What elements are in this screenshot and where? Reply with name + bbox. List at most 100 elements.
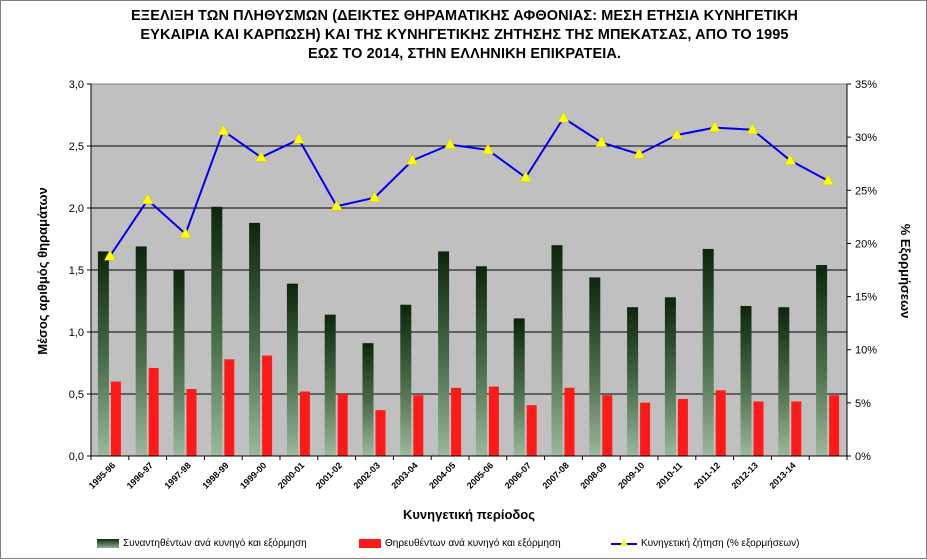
y-tick-label: 2,0 (69, 203, 84, 215)
x-tick-label: 2003-04 (389, 460, 419, 490)
chart-title-line-2: ΕΥΚΑΙΡΙΑ ΚΑΙ ΚΑΡΠΩΣΗ) ΚΑΙ ΤΗΣ ΚΥΝΗΓΕΤΙΚΗ… (140, 27, 789, 43)
marker-demand (368, 191, 381, 202)
bar-hunted (413, 395, 424, 456)
bar-hunted (186, 389, 197, 456)
x-tick-label: 1995-96 (87, 460, 117, 490)
marker-demand (141, 193, 154, 205)
bar-hunted (715, 390, 726, 456)
bar-hunted (375, 410, 386, 456)
bar-hunted (262, 355, 273, 456)
line-demand (109, 116, 829, 257)
marker-demand (330, 199, 343, 211)
legend-label-demand: Κυνηγετική ζήτηση (% εξορμήσεων) (641, 538, 800, 549)
x-tick-label: 2008-09 (578, 460, 608, 490)
bar-hunted (148, 367, 159, 456)
bar-encountered (97, 251, 109, 456)
x-tick-label: 2010-11 (654, 460, 684, 490)
x-tick-label: 2012-13 (729, 460, 759, 490)
x-tick-label: 2005-06 (465, 460, 495, 490)
y2-tick-label: 15% (855, 292, 877, 304)
chart-title-line-1: ΕΞΕΛΙΞΗ ΤΩΝ ΠΛΗΘΥΣΜΩΝ (ΔΕΙΚΤΕΣ ΘΗΡΑΜΑΤΙΚ… (131, 8, 798, 24)
x-tick-label: 2013-14 (767, 460, 797, 490)
bar-encountered (513, 318, 525, 456)
y-axis-label: Μέσος αριθμός θηραμάτων (35, 187, 50, 354)
x-tick-label: 2007-08 (540, 460, 570, 490)
marker-demand (670, 128, 683, 140)
bar-hunted (640, 402, 651, 456)
bar-encountered (362, 343, 374, 456)
x-tick-label: 2000-01 (276, 460, 306, 490)
marker-demand (481, 143, 494, 155)
x-tick-label: 2002-03 (351, 460, 381, 490)
bar-hunted (602, 395, 613, 456)
x-tick-label: 2001-02 (314, 460, 344, 490)
x-tick-label: 1998-99 (200, 460, 230, 490)
y-tick-label: 0,5 (69, 389, 84, 401)
y2-tick-label: 10% (855, 345, 877, 357)
bar-encountered (702, 248, 714, 456)
bar-encountered (627, 307, 639, 456)
bar-hunted (224, 359, 235, 456)
legend-item-encountered: Συναντηθέντων ανά κυνηγό και εξόρμηση (97, 538, 307, 549)
bar-encountered (324, 314, 336, 456)
marker-demand (746, 123, 759, 134)
bar-encountered (551, 245, 563, 456)
marker-demand (255, 150, 268, 162)
marker-demand (292, 132, 305, 144)
marker-demand (519, 171, 532, 182)
bar-encountered (135, 246, 147, 456)
x-tick-label: 1997-98 (162, 460, 192, 490)
bar-hunted (564, 387, 575, 456)
y-tick-label: 0,0 (69, 451, 84, 463)
bar-hunted (488, 386, 499, 456)
legend-swatch-demand (611, 539, 637, 548)
x-tick-label: 2004-05 (427, 460, 457, 490)
bar-hunted (337, 394, 348, 456)
bar-encountered (211, 206, 223, 456)
y-tick-label: 3,0 (69, 79, 84, 91)
bar-encountered (778, 307, 790, 456)
y-tick-label: 2,5 (69, 141, 84, 153)
x-axis-label: Κυνηγετική περίοδος (403, 507, 535, 522)
marker-demand (708, 121, 721, 132)
marker-demand (557, 111, 570, 123)
chart-title-line-3: ΕΩΣ ΤΟ 2014, ΣΤΗΝ ΕΛΛΗΝΙΚΗ ΕΠΙΚΡΑΤΕΙΑ. (307, 46, 622, 62)
legend-label-hunted: Θηρευθέντων ανά κυνηγό και εξόρμηση (385, 538, 561, 549)
bar-encountered (286, 283, 298, 456)
y2-tick-label: 35% (855, 79, 877, 91)
bar-encountered (816, 265, 828, 456)
y2-tick-label: 25% (855, 185, 877, 197)
legend-swatch-hunted (359, 539, 381, 548)
legend-item-hunted: Θηρευθέντων ανά κυνηγό και εξόρμηση (359, 538, 561, 549)
marker-demand (406, 154, 419, 165)
bar-hunted (791, 401, 802, 456)
legend-label-encountered: Συναντηθέντων ανά κυνηγό και εξόρμηση (123, 538, 307, 549)
bar-encountered (438, 251, 450, 456)
legend-swatch-encountered (97, 539, 119, 548)
marker-demand (633, 147, 646, 159)
bar-encountered (475, 266, 487, 456)
marker-demand (822, 174, 835, 185)
bar-encountered (740, 305, 752, 456)
x-tick-label: 2009-10 (616, 460, 646, 490)
bar-hunted (677, 398, 688, 456)
x-tick-label: 2011-12 (692, 460, 722, 490)
legend-item-demand: Κυνηγετική ζήτηση (% εξορμήσεων) (611, 538, 800, 549)
legend: Συναντηθέντων ανά κυνηγό και εξόρμηση Θη… (1, 538, 927, 556)
y-tick-label: 1,5 (69, 265, 84, 277)
y2-tick-label: 30% (855, 132, 877, 144)
bar-encountered (400, 304, 412, 456)
bar-encountered (664, 297, 676, 456)
bar-hunted (110, 381, 121, 456)
marker-demand (595, 135, 608, 147)
bar-hunted (299, 391, 310, 456)
y-tick-label: 1,0 (69, 327, 84, 339)
marker-demand (444, 138, 457, 149)
marker-demand (784, 154, 797, 165)
y2-tick-label: 0% (855, 451, 871, 463)
x-tick-label: 1996-97 (125, 460, 155, 490)
y2-axis-label: % Εξορμήσεων (898, 224, 913, 319)
marker-demand (217, 124, 230, 136)
